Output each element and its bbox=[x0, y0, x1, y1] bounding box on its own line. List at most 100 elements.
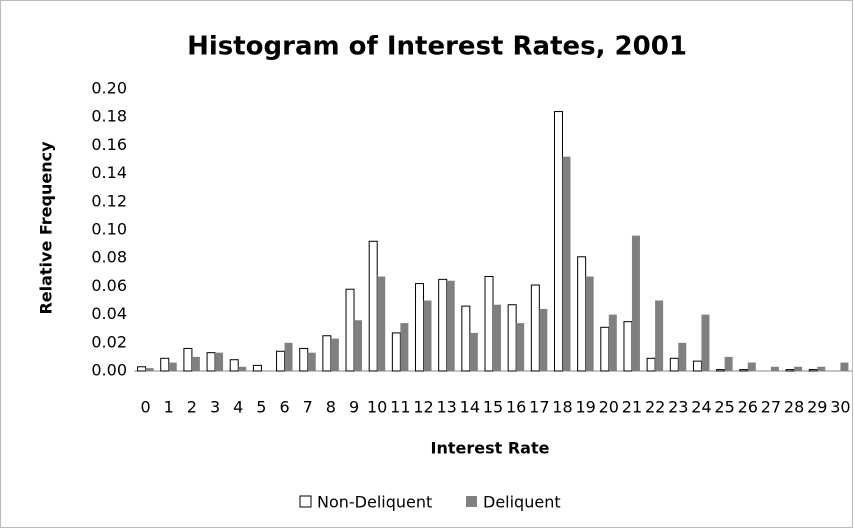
bar bbox=[354, 320, 363, 371]
y-tick-label: 0.00 bbox=[91, 361, 127, 380]
bar bbox=[400, 323, 409, 371]
x-tick-label: 12 bbox=[413, 398, 433, 417]
y-tick-label: 0.12 bbox=[91, 191, 127, 210]
x-tick-label: 11 bbox=[390, 398, 410, 417]
bar bbox=[345, 288, 355, 372]
x-tick-label: 3 bbox=[210, 398, 220, 417]
chart-title: Histogram of Interest Rates, 2001 bbox=[187, 32, 687, 62]
x-tick-label: 29 bbox=[807, 398, 827, 417]
bar bbox=[785, 369, 795, 372]
bar bbox=[678, 342, 687, 371]
x-tick-label: 27 bbox=[761, 398, 781, 417]
bar bbox=[446, 280, 455, 371]
y-tick-label: 0.18 bbox=[91, 107, 127, 126]
x-tick-label: 22 bbox=[645, 398, 665, 417]
x-tick-label: 18 bbox=[552, 398, 572, 417]
bar bbox=[600, 326, 610, 372]
bar bbox=[631, 235, 640, 371]
y-axis-title: Relative Frequency bbox=[37, 141, 56, 315]
bar bbox=[307, 352, 316, 371]
bar bbox=[191, 356, 200, 371]
x-tick-label: 14 bbox=[460, 398, 480, 417]
bar bbox=[808, 369, 818, 372]
x-tick-label: 7 bbox=[303, 398, 313, 417]
bar bbox=[623, 321, 633, 372]
bar bbox=[206, 352, 216, 372]
x-tick-label: 26 bbox=[738, 398, 758, 417]
x-tick-label: 16 bbox=[506, 398, 526, 417]
bar bbox=[562, 156, 571, 371]
bar bbox=[539, 308, 548, 371]
x-tick-label: 19 bbox=[575, 398, 595, 417]
bar bbox=[438, 278, 448, 372]
x-tick-label: 4 bbox=[233, 398, 243, 417]
bar bbox=[252, 364, 262, 372]
bar bbox=[817, 366, 826, 371]
legend-swatch bbox=[299, 495, 312, 508]
bar bbox=[553, 111, 563, 372]
bar bbox=[183, 347, 193, 372]
bar bbox=[747, 362, 756, 371]
bar bbox=[330, 338, 339, 371]
bar bbox=[415, 283, 425, 372]
x-tick-label: 15 bbox=[483, 398, 503, 417]
bar bbox=[516, 323, 525, 371]
bar bbox=[145, 368, 154, 371]
y-tick-label: 0.08 bbox=[91, 248, 127, 267]
x-tick-label: 28 bbox=[784, 398, 804, 417]
y-tick-label: 0.14 bbox=[91, 163, 127, 182]
bar bbox=[608, 314, 617, 371]
x-tick-label: 2 bbox=[187, 398, 197, 417]
y-tick-label: 0.16 bbox=[91, 135, 127, 154]
legend-label: Non-Deliquent bbox=[317, 493, 432, 512]
bar bbox=[484, 276, 494, 372]
bar bbox=[160, 357, 170, 372]
x-tick-label: 8 bbox=[326, 398, 336, 417]
bar bbox=[585, 276, 594, 371]
x-tick-label: 9 bbox=[349, 398, 359, 417]
y-tick-label: 0.10 bbox=[91, 220, 127, 239]
bar bbox=[368, 240, 378, 372]
bar bbox=[669, 357, 679, 372]
x-tick-label: 23 bbox=[668, 398, 688, 417]
bar bbox=[724, 356, 733, 371]
y-tick-label: 0.20 bbox=[91, 79, 127, 98]
x-tick-label: 21 bbox=[622, 398, 642, 417]
bar bbox=[299, 347, 309, 372]
x-tick-label: 17 bbox=[529, 398, 549, 417]
x-tick-label: 5 bbox=[256, 398, 266, 417]
bar bbox=[577, 256, 587, 372]
bar bbox=[229, 359, 239, 372]
bar bbox=[739, 369, 749, 372]
x-tick-label: 13 bbox=[436, 398, 456, 417]
x-tick-label: 10 bbox=[367, 398, 387, 417]
bar bbox=[716, 369, 726, 372]
legend-label: Deliquent bbox=[483, 493, 561, 512]
x-tick-label: 25 bbox=[714, 398, 734, 417]
bar bbox=[137, 366, 147, 372]
bar bbox=[770, 366, 779, 371]
x-tick-label: 1 bbox=[164, 398, 174, 417]
bar bbox=[794, 366, 803, 371]
bar bbox=[692, 360, 702, 372]
bar bbox=[507, 304, 517, 372]
bar bbox=[377, 276, 386, 371]
bar bbox=[322, 335, 332, 372]
y-tick-label: 0.04 bbox=[91, 304, 127, 323]
bar bbox=[391, 332, 401, 372]
y-tick-label: 0.06 bbox=[91, 276, 127, 295]
bar bbox=[423, 300, 432, 371]
bar bbox=[493, 304, 501, 371]
bar bbox=[215, 352, 224, 371]
y-tick-label: 0.02 bbox=[91, 332, 127, 351]
bar bbox=[168, 362, 177, 371]
x-tick-label: 0 bbox=[140, 398, 150, 417]
bar bbox=[701, 314, 710, 371]
bar bbox=[655, 300, 664, 371]
bar bbox=[238, 366, 247, 371]
bar bbox=[284, 342, 293, 371]
x-tick-label: 6 bbox=[279, 398, 289, 417]
